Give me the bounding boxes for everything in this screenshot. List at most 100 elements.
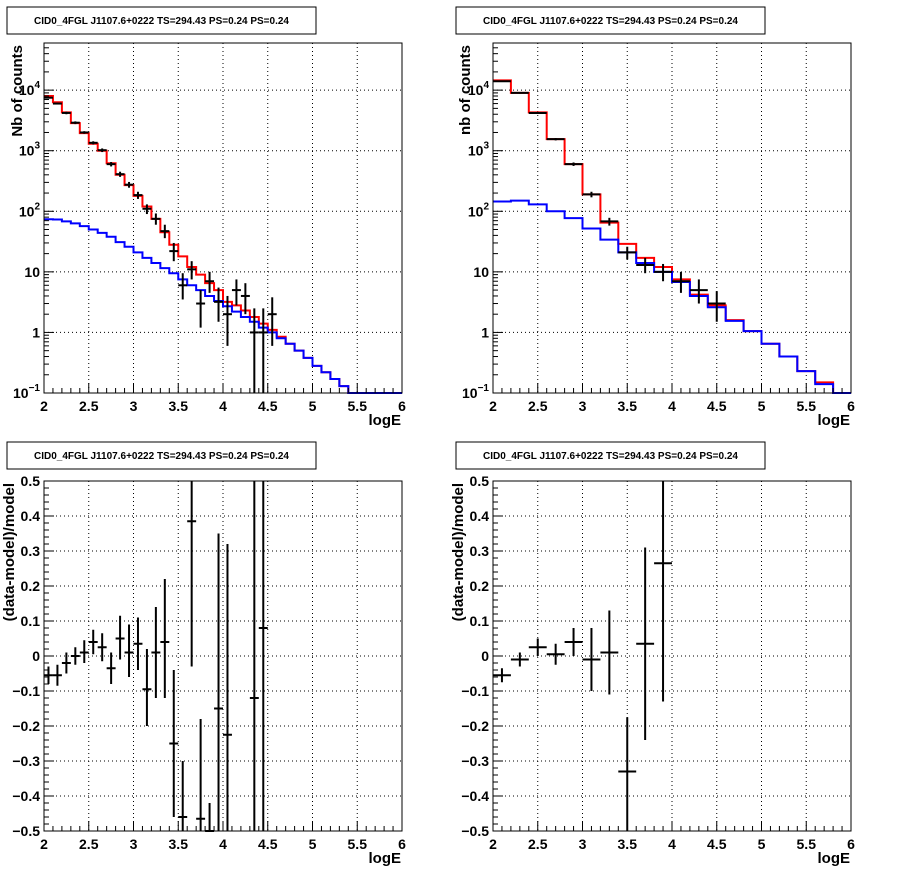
grid	[493, 481, 851, 831]
data-point	[493, 80, 511, 83]
data-point	[600, 217, 619, 226]
y-tick-label: 0	[32, 648, 40, 664]
panel-title: CID0_4FGL J1107.6+0222 TS=294.43 PS=0.24…	[483, 16, 738, 27]
y-axis-title: Nb of counts	[9, 45, 26, 137]
data-point	[510, 91, 529, 94]
data-point	[97, 148, 107, 153]
model-step-line	[493, 199, 851, 394]
data-point	[528, 638, 547, 656]
x-tick-label: 2.5	[528, 836, 548, 852]
data-point	[61, 111, 71, 115]
x-tick-label: 3	[130, 398, 138, 414]
x-tick-label: 5.5	[797, 398, 817, 414]
data-point	[142, 649, 152, 726]
x-tick-label: 2	[489, 836, 497, 852]
panel-title: CID0_4FGL J1107.6+0222 TS=294.43 PS=0.24…	[34, 16, 289, 27]
data-point	[44, 96, 53, 99]
y-tick-base: 10	[19, 82, 35, 98]
panel-top-left: CID0_4FGL J1107.6+0222 TS=294.43 PS=0.24…	[6, 6, 406, 429]
data-point	[223, 544, 232, 831]
data-point	[124, 624, 134, 677]
y-tick-base: 10	[19, 203, 35, 219]
x-tick-label: 3.5	[169, 398, 189, 414]
x-tick-label: 4.5	[258, 398, 278, 414]
y-tick-label: 0.5	[470, 473, 490, 489]
data-point	[88, 141, 98, 145]
data-point	[582, 628, 601, 691]
y-tick-label: 0.2	[470, 578, 490, 594]
x-axis-title: logE	[369, 850, 402, 867]
data-point	[258, 308, 268, 393]
data-point	[151, 213, 161, 225]
grid	[493, 43, 851, 393]
data-point	[240, 283, 250, 315]
data-point	[106, 652, 116, 684]
data-point	[205, 271, 215, 293]
x-tick-label: 4	[219, 398, 227, 414]
y-tick-label: 103	[19, 141, 41, 159]
y-tick-label: 0.5	[21, 473, 41, 489]
data-point	[160, 224, 170, 239]
x-tick-label: 5.5	[348, 398, 368, 414]
data-point	[115, 615, 125, 660]
x-tick-label: 3.5	[618, 398, 638, 414]
panel-top-right: CID0_4FGL J1107.6+0222 TS=294.43 PS=0.24…	[455, 6, 855, 429]
x-axis-title: logE	[818, 412, 851, 429]
y-tick-exponent: −1	[29, 383, 41, 394]
y-tick-label: 10	[24, 264, 40, 280]
x-tick-label: 5	[758, 398, 766, 414]
y-tick-exponent: 3	[483, 141, 489, 152]
model-step-line	[44, 218, 402, 394]
y-tick-exponent: 4	[34, 80, 40, 91]
data-point	[636, 257, 655, 274]
data-point	[70, 121, 80, 125]
data-point	[196, 719, 206, 831]
data-point	[707, 291, 726, 322]
data-point	[44, 666, 53, 684]
y-tick-label: 10−1	[13, 383, 40, 401]
panel-title: CID0_4FGL J1107.6+0222 TS=294.43 PS=0.24…	[34, 451, 289, 462]
x-tick-label: 5.5	[348, 836, 368, 852]
y-tick-label: −0.1	[461, 683, 489, 699]
x-tick-label: 4	[668, 836, 676, 852]
x-tick-label: 2	[40, 398, 48, 414]
data-point	[672, 271, 690, 293]
data-point	[106, 162, 116, 167]
y-axis-title: nb of counts	[457, 45, 474, 135]
y-tick-label: 0.1	[470, 613, 490, 629]
y-tick-label: 104	[19, 80, 41, 98]
title-box	[455, 6, 766, 35]
x-tick-label: 2	[489, 398, 497, 414]
data-point	[546, 138, 565, 141]
data-point	[142, 204, 152, 215]
data-point	[70, 647, 80, 665]
x-tick-label: 2.5	[528, 398, 548, 414]
data-point	[169, 670, 179, 817]
y-tick-exponent: 2	[483, 201, 489, 212]
y-tick-base: 10	[13, 385, 29, 401]
y-tick-label: 0.3	[21, 543, 41, 559]
x-tick-label: 2.5	[79, 836, 99, 852]
y-tick-base: 10	[19, 143, 35, 159]
y-tick-label: 1	[32, 324, 40, 340]
y-tick-label: 104	[468, 80, 490, 98]
data-point	[214, 287, 223, 322]
series-layer	[44, 95, 402, 394]
y-tick-label: −0.3	[12, 753, 40, 769]
x-tick-label: 6	[398, 398, 406, 414]
series-layer	[44, 481, 268, 832]
data-point	[223, 295, 232, 346]
data-point	[582, 191, 601, 198]
title-box	[6, 441, 317, 470]
data-point	[115, 171, 125, 177]
title-box	[6, 6, 317, 35]
data-point	[564, 628, 583, 656]
y-tick-label: 102	[19, 201, 41, 219]
x-tick-label: 4	[219, 836, 227, 852]
y-tick-label: 1	[481, 324, 489, 340]
data-point	[160, 579, 170, 698]
x-tick-label: 6	[398, 836, 406, 852]
x-tick-label: 6	[847, 836, 855, 852]
x-tick-label: 5	[309, 398, 317, 414]
